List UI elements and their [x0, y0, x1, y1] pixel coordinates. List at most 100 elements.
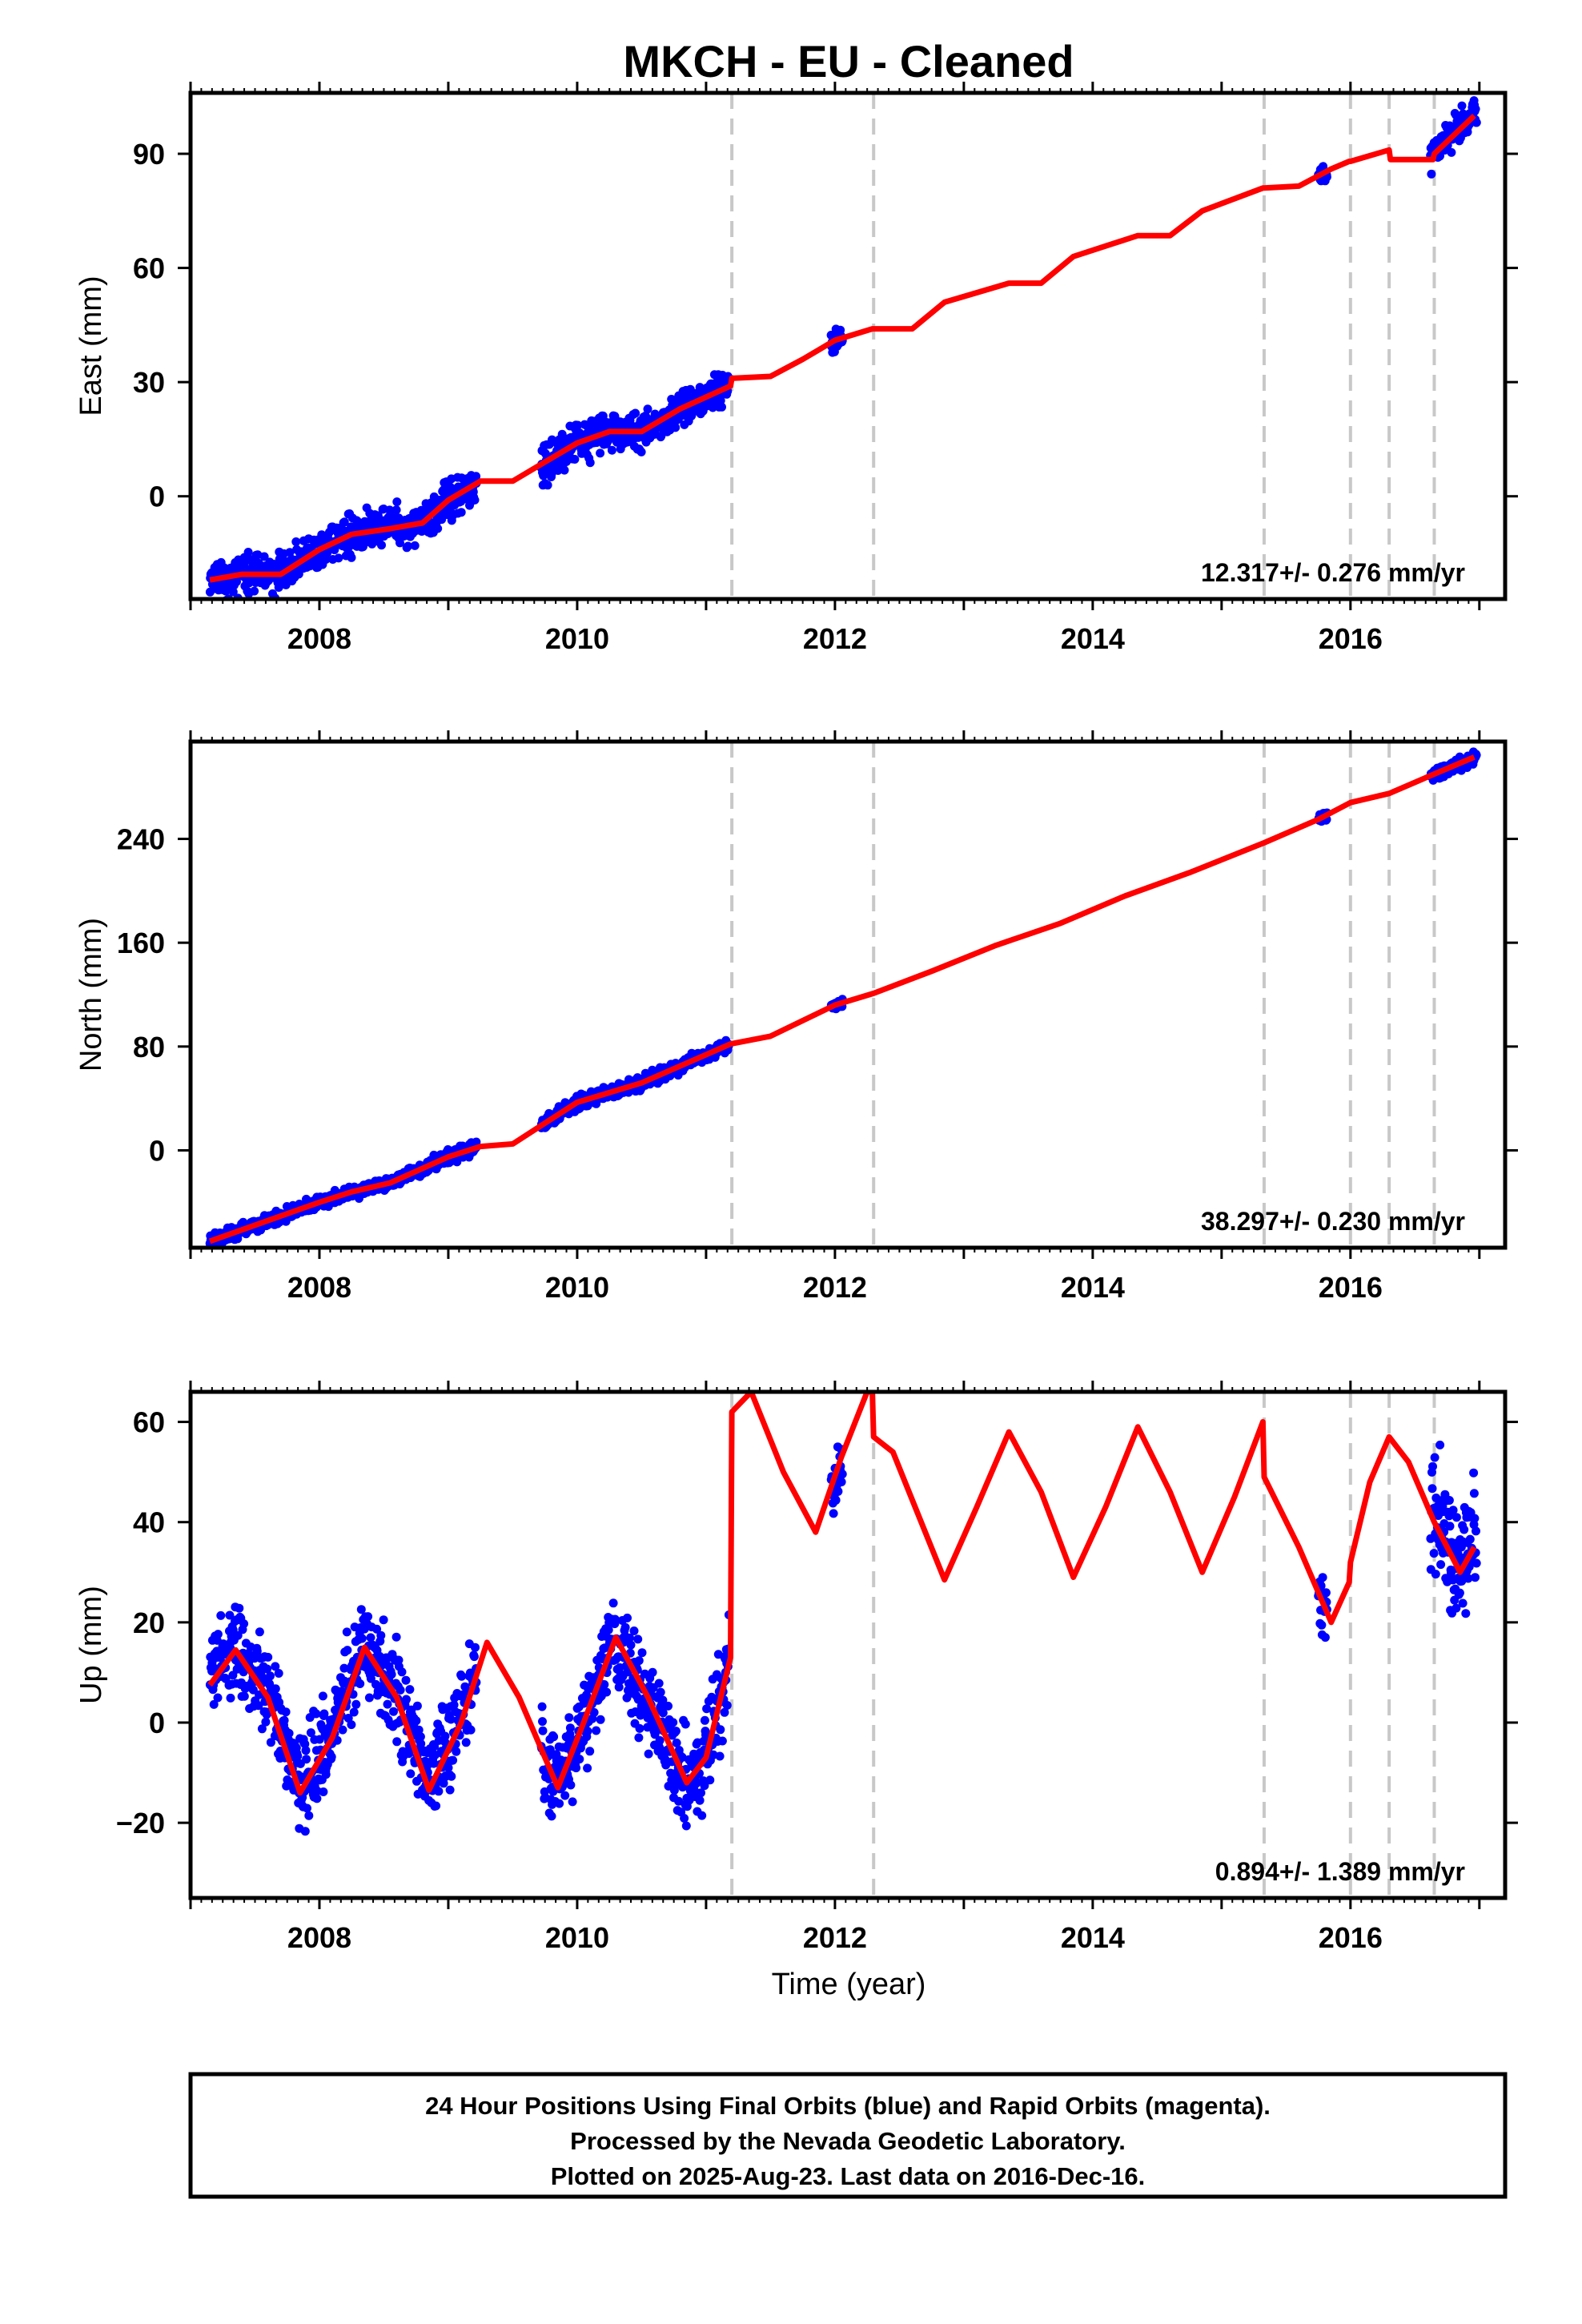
- y-tick-label: 20: [133, 1606, 165, 1639]
- data-point: [695, 1795, 705, 1805]
- panel-up: 2008 2010 2012 2014 2016 −20 0 20 40 60 Up (mm) 0.8…: [74, 1381, 1518, 1954]
- data-point: [281, 1707, 291, 1717]
- data-point: [303, 1803, 311, 1813]
- data-point: [449, 1700, 459, 1710]
- data-point: [440, 1731, 450, 1741]
- data-point: [648, 1667, 657, 1677]
- y-tick-label: 160: [117, 927, 165, 959]
- y-tick-label: 0: [149, 1134, 165, 1167]
- data-point: [319, 1709, 329, 1719]
- data-point: [343, 1646, 352, 1655]
- data-point: [1429, 1549, 1439, 1558]
- data-point: [543, 480, 552, 490]
- data-point: [573, 420, 583, 430]
- data-point: [633, 1634, 643, 1644]
- plot-frame: [188, 739, 1508, 1250]
- data-point: [339, 517, 349, 527]
- y-tick-label: 60: [133, 1406, 165, 1439]
- data-point: [271, 1684, 280, 1694]
- data-point: [389, 1707, 398, 1716]
- data-point: [608, 1598, 618, 1608]
- data-point: [416, 1739, 426, 1748]
- data-point: [363, 1612, 373, 1622]
- data-point: [604, 1625, 613, 1634]
- data-point: [432, 1801, 441, 1811]
- data-point: [397, 1667, 407, 1677]
- data-point: [1469, 1489, 1479, 1498]
- data-point: [300, 1827, 310, 1836]
- data-point: [254, 1701, 263, 1711]
- data-point: [351, 1699, 361, 1709]
- data-point: [1453, 1549, 1463, 1558]
- data-point: [837, 1470, 847, 1479]
- data-point: [654, 1679, 664, 1688]
- data-point: [681, 1719, 690, 1729]
- x-tick-label: 2010: [545, 622, 609, 655]
- data-point: [575, 1755, 584, 1764]
- page-title: MKCH - EU - Cleaned: [623, 36, 1074, 86]
- data-point: [564, 1713, 574, 1723]
- data-point: [672, 1738, 681, 1747]
- data-point: [589, 1707, 599, 1717]
- data-point: [831, 1495, 841, 1505]
- data-point: [658, 1695, 668, 1705]
- data-point: [406, 1769, 416, 1779]
- data-point: [592, 1726, 601, 1735]
- data-point: [433, 524, 443, 533]
- data-point: [469, 1652, 479, 1662]
- data-point: [235, 1603, 244, 1613]
- data-point: [444, 1763, 453, 1772]
- data-point: [566, 1780, 576, 1790]
- data-point: [213, 1630, 223, 1639]
- y-tick-label: 40: [133, 1506, 165, 1539]
- data-point: [720, 1707, 729, 1717]
- data-point: [1444, 1496, 1454, 1505]
- data-point: [301, 1746, 311, 1755]
- data-point: [461, 1738, 471, 1747]
- data-point: [250, 586, 259, 596]
- data-point: [279, 1715, 289, 1725]
- data-point: [356, 1605, 366, 1614]
- y-tick-label: 90: [133, 138, 165, 171]
- data-point: [414, 1725, 424, 1735]
- y-tick-label: 0: [149, 480, 165, 513]
- data-point: [452, 1157, 462, 1167]
- data-point: [457, 1671, 467, 1681]
- data-point: [620, 1622, 630, 1632]
- data-point: [1464, 1574, 1473, 1583]
- data-point: [634, 1656, 644, 1666]
- data-point: [1471, 104, 1480, 114]
- data-point: [452, 1747, 461, 1756]
- y-tick-label: −20: [116, 1807, 165, 1839]
- x-tick-label: 2012: [803, 1271, 867, 1304]
- data-point: [637, 1648, 647, 1658]
- y-tick-label: 60: [133, 252, 165, 285]
- data-point: [1430, 1453, 1439, 1462]
- data-point: [472, 472, 481, 481]
- x-tick-label: 2016: [1319, 1271, 1383, 1304]
- data-point: [387, 1670, 396, 1679]
- data-point: [392, 497, 402, 507]
- data-point: [607, 445, 616, 455]
- plot-frame: [188, 90, 1508, 601]
- data-point: [1470, 1514, 1480, 1523]
- data-point: [312, 1794, 322, 1803]
- x-tick-label: 2008: [287, 1921, 351, 1954]
- data-point: [583, 1763, 592, 1773]
- data-point: [338, 1725, 347, 1735]
- data-point: [347, 1720, 356, 1730]
- data-point: [334, 553, 343, 563]
- data-point: [555, 436, 564, 446]
- data-point: [274, 1669, 283, 1678]
- data-point: [1447, 147, 1456, 157]
- data-point: [1317, 1620, 1327, 1630]
- data-point: [560, 1791, 570, 1800]
- data-point: [716, 1725, 725, 1735]
- data-point: [233, 1630, 243, 1640]
- data-point: [327, 1752, 336, 1762]
- data-point: [410, 541, 420, 550]
- data-point: [266, 1738, 275, 1747]
- data-point: [285, 548, 295, 557]
- data-point: [383, 1699, 392, 1709]
